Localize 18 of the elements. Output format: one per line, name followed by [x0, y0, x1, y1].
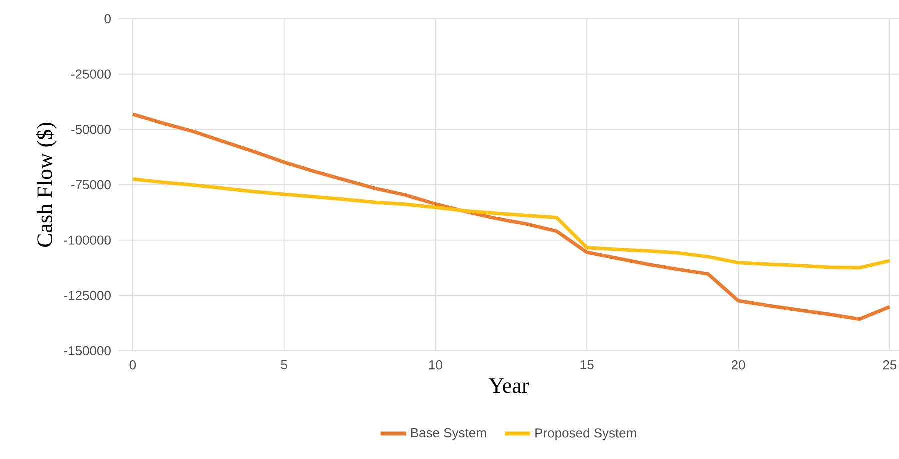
y-tick-label: -75000 [72, 180, 111, 190]
y-tick-label: -50000 [72, 125, 111, 134]
y-tick-label: -125000 [64, 291, 111, 300]
x-tick-label: 10 [429, 360, 442, 370]
y-tick-label: -25000 [72, 70, 111, 79]
y-tick-label: 0 [104, 14, 111, 24]
x-tick-label: 15 [580, 360, 594, 370]
legend-label: Base System [411, 428, 486, 440]
x-tick-label: 5 [281, 360, 288, 370]
y-tick-label: -100000 [64, 236, 111, 245]
x-axis-title: Year [488, 378, 530, 394]
x-tick-label: 25 [883, 360, 897, 370]
line-series [131, 177, 892, 270]
legend-label: Proposed System [536, 428, 636, 440]
x-tick-label: 0 [130, 360, 136, 370]
y-axis-title: Cash Flow ($) [36, 123, 57, 248]
x-tick-label: 20 [732, 360, 746, 370]
y-tick-label: -150000 [64, 346, 111, 356]
